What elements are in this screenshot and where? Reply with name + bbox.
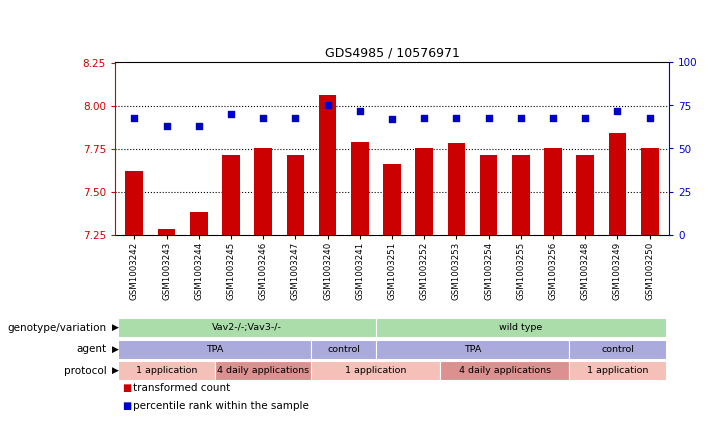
Bar xyxy=(118,340,311,359)
Text: 4 daily applications: 4 daily applications xyxy=(459,366,551,375)
Point xyxy=(611,107,623,114)
Bar xyxy=(118,361,215,380)
Point xyxy=(547,114,559,121)
Bar xyxy=(376,319,665,337)
Text: 1 application: 1 application xyxy=(345,366,407,375)
Bar xyxy=(222,155,240,234)
Text: ▶: ▶ xyxy=(112,323,119,332)
Point xyxy=(418,114,430,121)
Text: ▶: ▶ xyxy=(112,366,119,375)
Text: agent: agent xyxy=(76,344,107,354)
Text: wild type: wild type xyxy=(499,323,542,332)
Point xyxy=(257,114,269,121)
Point xyxy=(515,114,526,121)
Title: GDS4985 / 10576971: GDS4985 / 10576971 xyxy=(324,47,459,60)
Bar xyxy=(286,155,304,234)
Text: protocol: protocol xyxy=(63,366,107,376)
Point xyxy=(451,114,462,121)
Text: genotype/variation: genotype/variation xyxy=(7,323,107,333)
Bar xyxy=(311,361,441,380)
Bar xyxy=(576,155,594,234)
Bar xyxy=(569,340,665,359)
Bar xyxy=(512,155,530,234)
Bar xyxy=(441,361,569,380)
Bar xyxy=(255,148,272,234)
Bar xyxy=(383,164,401,234)
Bar xyxy=(190,212,208,234)
Bar xyxy=(215,361,311,380)
Point xyxy=(644,114,655,121)
Text: ■: ■ xyxy=(123,401,131,411)
Point xyxy=(483,114,495,121)
Text: 1 application: 1 application xyxy=(587,366,648,375)
Text: 1 application: 1 application xyxy=(136,366,198,375)
Text: 4 daily applications: 4 daily applications xyxy=(217,366,309,375)
Bar xyxy=(351,142,368,234)
Point xyxy=(386,116,398,123)
Point xyxy=(322,102,333,109)
Text: TPA: TPA xyxy=(206,345,224,354)
Bar xyxy=(609,133,627,234)
Text: control: control xyxy=(327,345,360,354)
Point xyxy=(161,123,172,129)
Bar xyxy=(118,319,376,337)
Text: percentile rank within the sample: percentile rank within the sample xyxy=(133,401,309,411)
Bar xyxy=(158,229,175,234)
Text: ▶: ▶ xyxy=(112,345,119,354)
Bar xyxy=(544,148,562,234)
Bar xyxy=(448,143,465,234)
Bar xyxy=(569,361,665,380)
Bar xyxy=(415,148,433,234)
Bar xyxy=(641,148,658,234)
Bar xyxy=(319,95,337,234)
Bar xyxy=(376,340,569,359)
Bar xyxy=(479,155,497,234)
Bar xyxy=(311,340,376,359)
Text: ■: ■ xyxy=(123,383,131,393)
Point xyxy=(290,114,301,121)
Point xyxy=(580,114,591,121)
Text: transformed count: transformed count xyxy=(133,383,230,393)
Point xyxy=(225,111,236,118)
Point xyxy=(193,123,205,129)
Bar xyxy=(125,171,143,234)
Text: TPA: TPA xyxy=(464,345,481,354)
Point xyxy=(128,114,140,121)
Text: Vav2-/-;Vav3-/-: Vav2-/-;Vav3-/- xyxy=(212,323,282,332)
Point xyxy=(354,107,366,114)
Text: control: control xyxy=(601,345,634,354)
